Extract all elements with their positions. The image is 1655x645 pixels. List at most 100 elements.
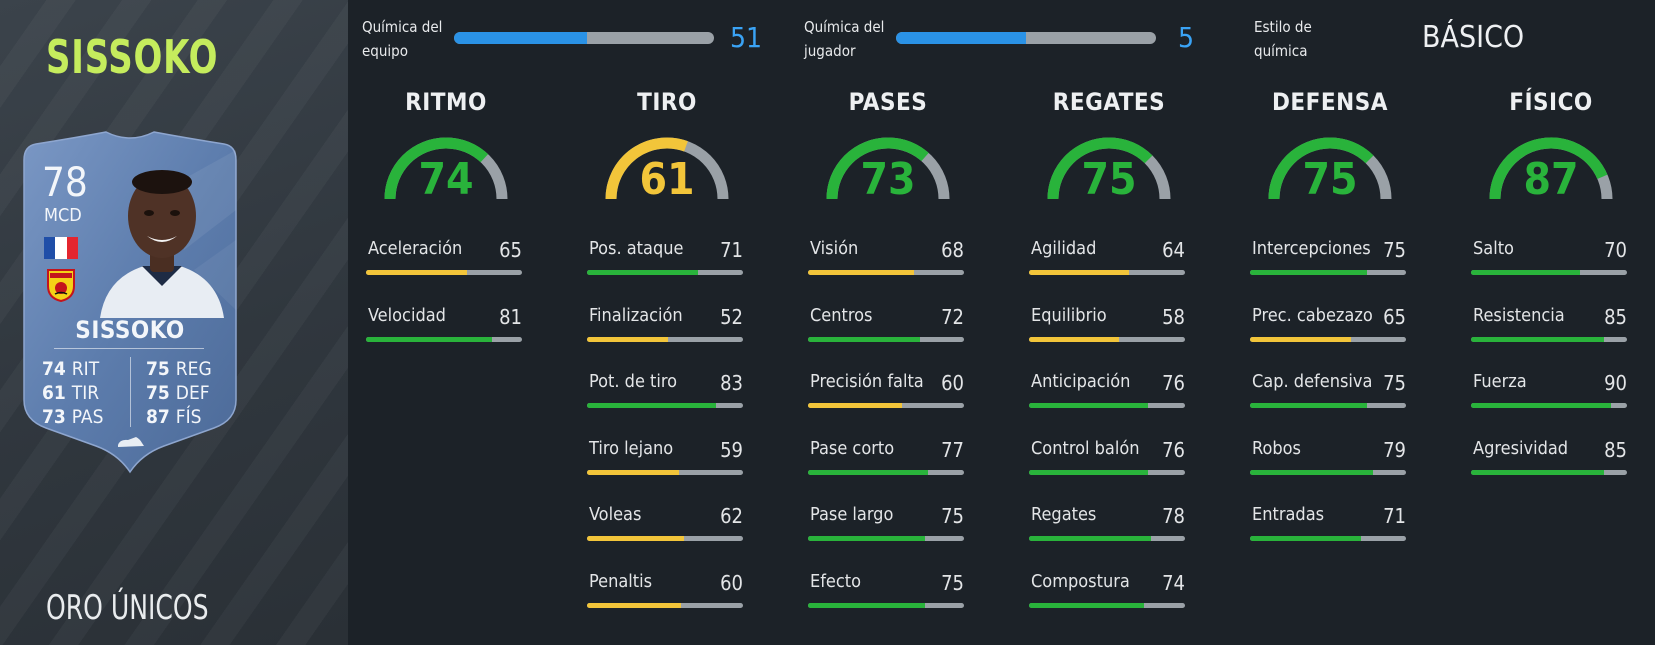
attribute-bar-fill [1250, 270, 1367, 275]
club-crest-icon [47, 269, 75, 302]
gauge-fill [826, 137, 929, 200]
category-value: 87 [1523, 154, 1579, 205]
attribute-row[interactable]: Aceleración 65 [366, 238, 526, 278]
category-value: 74 [418, 154, 474, 205]
category-title: PASES [848, 88, 928, 116]
attribute-value: 75 [941, 504, 964, 528]
attribute-name: Pos. ataque [589, 238, 684, 259]
attribute-row[interactable]: Pot. de tiro 83 [587, 371, 747, 411]
attribute-row[interactable]: Equilibrio 58 [1029, 305, 1189, 345]
player-chemistry-fill [896, 32, 1026, 44]
attribute-row[interactable]: Prec. cabezazo 65 [1250, 305, 1410, 345]
attribute-row[interactable]: Agilidad 64 [1029, 238, 1189, 278]
attribute-row[interactable]: Cap. defensiva 75 [1250, 371, 1410, 411]
player-chemistry-value: 5 [1178, 21, 1195, 54]
category-gauge [384, 137, 508, 200]
attribute-name: Pot. de tiro [589, 371, 678, 392]
attribute-row[interactable]: Resistencia 85 [1471, 305, 1631, 345]
attribute-value: 75 [1383, 371, 1406, 395]
attribute-value: 58 [1162, 304, 1185, 329]
attribute-row[interactable]: Precisión falta 60 [808, 371, 968, 411]
attribute-bar [587, 336, 743, 342]
attribute-row[interactable]: Tiro lejano 59 [587, 438, 747, 478]
attribute-row[interactable]: Intercepciones 75 [1250, 238, 1410, 278]
attribute-name: Resistencia [1473, 304, 1565, 326]
card-version-name: ORO ÚNICOS [46, 588, 209, 628]
gauge-fill [384, 137, 489, 200]
attribute-row[interactable]: Salto 70 [1471, 238, 1631, 278]
attribute-row[interactable]: Penaltis 60 [587, 571, 747, 611]
attribute-row[interactable]: Anticipación 76 [1029, 371, 1189, 411]
attribute-value: 76 [1162, 371, 1185, 395]
attribute-row[interactable]: Pase largo 75 [808, 504, 968, 544]
attribute-row[interactable]: Entradas 71 [1250, 504, 1410, 544]
attribute-name: Pase largo [810, 504, 894, 525]
attribute-name: Intercepciones [1252, 238, 1371, 259]
attribute-row[interactable]: Visión 68 [808, 238, 968, 278]
attribute-bar [587, 403, 743, 408]
attribute-value: 74 [1162, 570, 1185, 595]
attribute-row[interactable]: Pase corto 77 [808, 438, 968, 478]
attribute-bar-fill [587, 469, 680, 475]
attribute-bar-fill [1029, 536, 1151, 541]
attribute-bar-fill [1471, 469, 1604, 475]
attribute-bar [587, 602, 743, 608]
attribute-bar-fill [1250, 536, 1361, 541]
card-stat-tir: 61 TIR [42, 382, 100, 404]
attribute-row[interactable]: Voleas 62 [587, 504, 747, 544]
attribute-row[interactable]: Compostura 74 [1029, 571, 1189, 611]
category-title: DEFENSA [1271, 88, 1389, 116]
attribute-name: Velocidad [368, 304, 446, 326]
attribute-bar-fill [808, 336, 921, 342]
attribute-row[interactable]: Velocidad 81 [366, 305, 526, 345]
attribute-row[interactable]: Regates 78 [1029, 504, 1189, 544]
attribute-bar-fill [587, 602, 681, 608]
attribute-row[interactable]: Centros 72 [808, 305, 968, 345]
attribute-bar [1471, 403, 1627, 408]
attribute-name: Cap. defensiva [1252, 371, 1373, 392]
attribute-row[interactable]: Efecto 75 [808, 571, 968, 611]
attribute-name: Anticipación [1031, 371, 1131, 392]
attribute-bar [808, 270, 964, 275]
attribute-bar-fill [587, 536, 684, 541]
attribute-bar-fill [808, 270, 915, 275]
chemistry-style-value[interactable]: BÁSICO [1422, 20, 1525, 55]
attribute-value: 52 [720, 304, 743, 329]
category-title: TIRO [637, 88, 697, 116]
attribute-row[interactable]: Agresividad 85 [1471, 438, 1631, 478]
attribute-name: Equilibrio [1031, 304, 1107, 326]
attribute-value: 77 [941, 437, 964, 462]
attribute-bar [1029, 536, 1185, 541]
card-rating: 78 [42, 160, 88, 206]
gauge-fill [1268, 137, 1374, 200]
team-chemistry-value: 51 [730, 21, 763, 54]
attribute-row[interactable]: Fuerza 90 [1471, 371, 1631, 411]
card-player-name: SISSOKO [75, 316, 185, 344]
category-title: REGATES [1052, 88, 1166, 116]
attribute-bar [1250, 336, 1406, 342]
attribute-bar-fill [1471, 336, 1604, 342]
gauge-fill [1489, 137, 1608, 200]
attribute-name: Robos [1252, 437, 1301, 459]
attribute-name: Agresividad [1473, 437, 1569, 459]
attribute-bar [1471, 336, 1627, 342]
category-title: FÍSICO [1509, 88, 1593, 116]
attribute-row[interactable]: Robos 79 [1250, 438, 1410, 478]
player-photo [100, 170, 224, 318]
attribute-name: Centros [810, 304, 873, 326]
gauge-fill [1047, 137, 1153, 200]
attribute-value: 68 [941, 238, 964, 262]
attribute-value: 60 [941, 371, 964, 395]
boot-icon [118, 437, 144, 447]
attribute-bar [1471, 270, 1627, 275]
attribute-bar [1029, 336, 1185, 342]
player-panel: SISSOKO 78 MCD [0, 0, 348, 645]
player-card[interactable]: 78 MCD SISSOKO 74 RIT 61 TIR 73 PAS 75 REG 7 [14, 130, 246, 482]
attribute-value: 85 [1604, 437, 1627, 462]
attribute-name: Penaltis [589, 570, 653, 592]
attribute-bar-fill [1029, 469, 1148, 475]
attribute-row[interactable]: Pos. ataque 71 [587, 238, 747, 278]
attribute-row[interactable]: Finalización 52 [587, 305, 747, 345]
attribute-row[interactable]: Control balón 76 [1029, 438, 1189, 478]
category-value: 75 [1081, 154, 1137, 205]
